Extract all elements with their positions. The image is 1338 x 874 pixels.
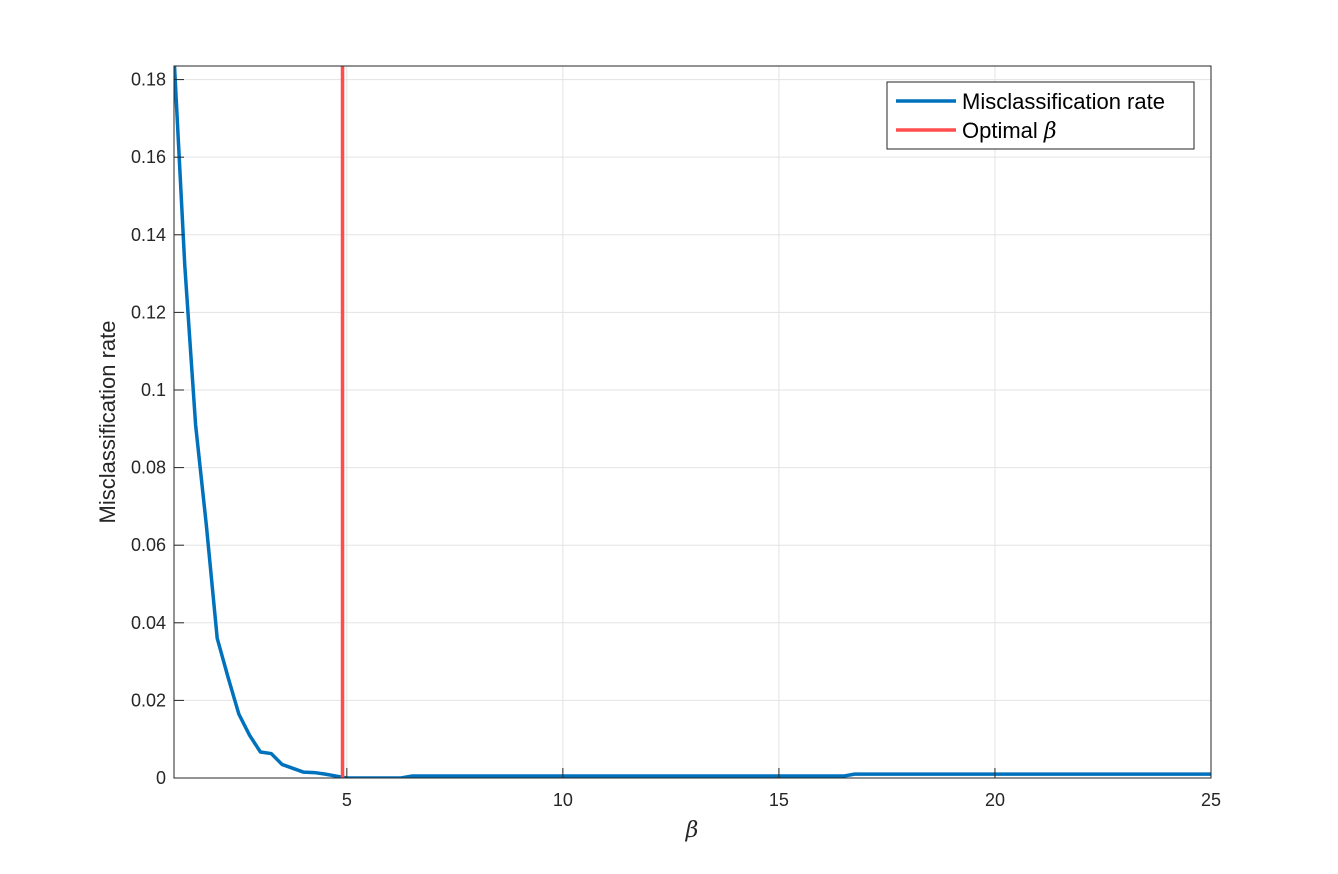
- y-axis-label: Misclassification rate: [95, 321, 120, 524]
- series-line-misclassification-rate: [174, 66, 1211, 778]
- axes: 5 10 15 20 25 0 0.02 0.04 0.06 0.08 0.1 0.12 0.14 0.1…: [131, 70, 1221, 810]
- x-tick-label: 20: [985, 790, 1005, 810]
- x-tick-label: 15: [769, 790, 789, 810]
- y-tick-label: 0.04: [131, 613, 166, 633]
- plot-box: [173, 65, 1212, 779]
- grid: [174, 66, 1211, 778]
- y-tick-label: 0.02: [131, 690, 166, 710]
- y-tick-label: 0.06: [131, 535, 166, 555]
- legend: Misclassification rate Optimal β: [886, 81, 1195, 150]
- y-tick-label: 0: [156, 768, 166, 788]
- plot-area-background: [174, 66, 1211, 778]
- data-layer: [174, 66, 1211, 778]
- legend-label-optimal-beta: Optimal β: [962, 118, 1057, 144]
- y-tick-label: 0.16: [131, 147, 166, 167]
- y-tick-label: 0.12: [131, 302, 166, 322]
- legend-label-misclassification: Misclassification rate: [962, 89, 1165, 114]
- x-tick-label: 25: [1201, 790, 1221, 810]
- x-tick-label: 10: [553, 790, 573, 810]
- y-tick-label: 0.18: [131, 70, 166, 90]
- y-tick-label: 0.1: [141, 380, 166, 400]
- x-tick-label: 5: [342, 790, 352, 810]
- y-tick-label: 0.08: [131, 458, 166, 478]
- legend-box: [886, 81, 1195, 150]
- y-tick-label: 0.14: [131, 225, 166, 245]
- x-axis-label: β: [685, 818, 699, 843]
